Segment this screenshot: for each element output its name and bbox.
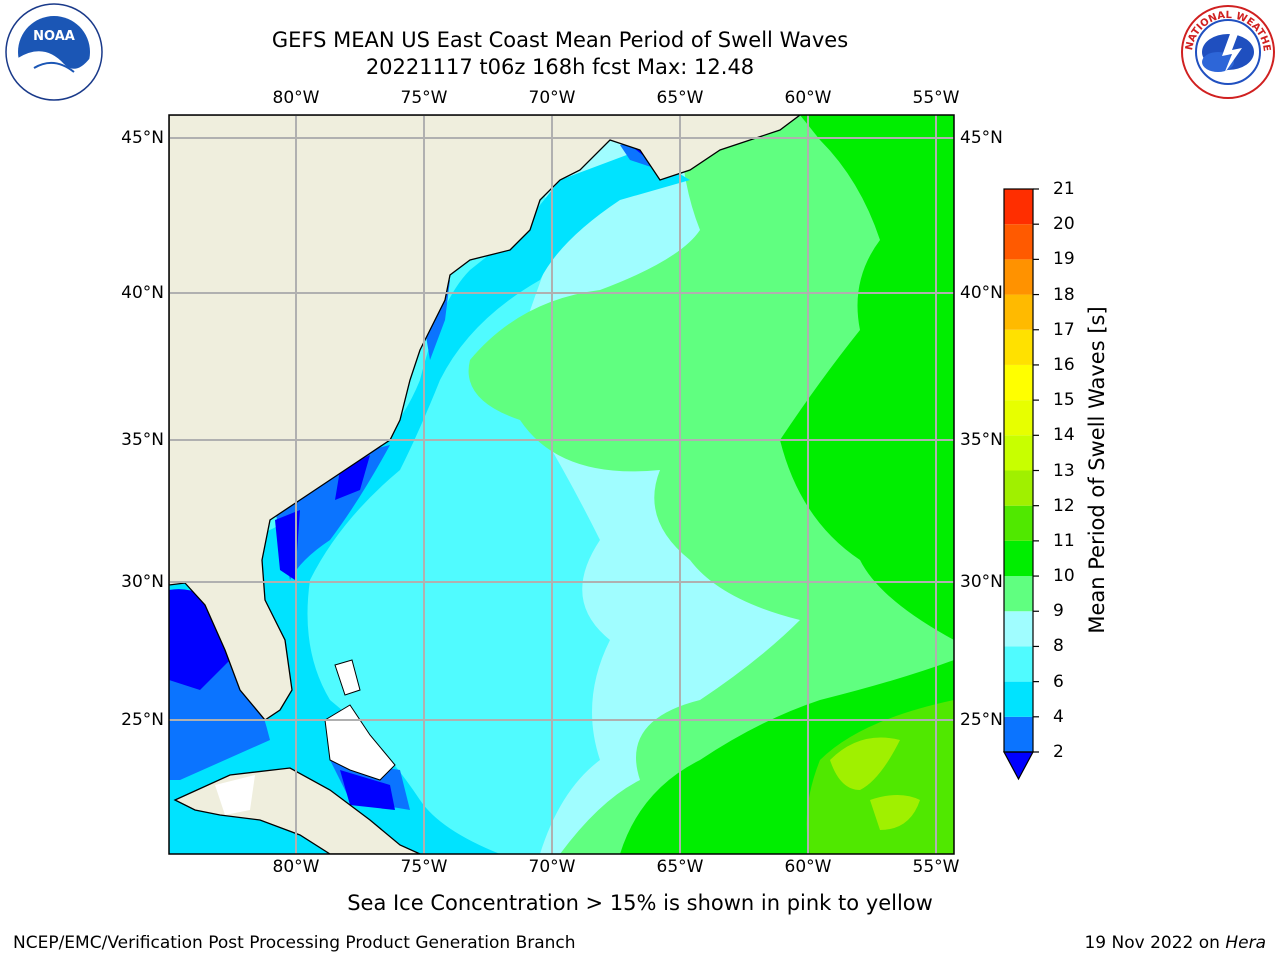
colorbar-swatch bbox=[1004, 470, 1033, 506]
colorbar-level-label: 4 bbox=[1053, 706, 1064, 727]
colorbar-swatch bbox=[1004, 189, 1033, 225]
lat-label-left: 40°N bbox=[121, 283, 164, 303]
lat-label-left: 35°N bbox=[121, 430, 164, 450]
lon-label-bottom: 65°W bbox=[656, 857, 704, 877]
colorbar-extend-arrow bbox=[1002, 751, 1035, 781]
colorbar-level-label: 11 bbox=[1053, 530, 1075, 551]
colorbar bbox=[1002, 188, 1039, 781]
graticule bbox=[169, 115, 954, 854]
colorbar-level-label: 12 bbox=[1053, 495, 1075, 516]
colorbar-swatch bbox=[1004, 646, 1033, 682]
lat-label-right: 25°N bbox=[960, 710, 1003, 730]
footer-credit: NCEP/EMC/Verification Post Processing Pr… bbox=[13, 933, 576, 953]
contour-2-4 bbox=[169, 135, 670, 810]
colorbar-swatch bbox=[1004, 540, 1033, 577]
colorbar-level-label: 14 bbox=[1053, 425, 1075, 446]
map-frame bbox=[168, 114, 955, 855]
lon-label-bottom: 70°W bbox=[528, 857, 576, 877]
colorbar-level-label: 9 bbox=[1053, 601, 1064, 622]
lat-label-right: 35°N bbox=[960, 430, 1003, 450]
colorbar-swatch bbox=[1004, 400, 1033, 436]
colorbar-title: Mean Period of Swell Waves [s] bbox=[1085, 306, 1109, 634]
lat-label-left: 25°N bbox=[121, 710, 164, 730]
colorbar-level-label: 17 bbox=[1053, 319, 1075, 340]
colorbar-level-label: 10 bbox=[1053, 566, 1075, 587]
colorbar-swatch bbox=[1004, 505, 1033, 541]
lat-label-right: 40°N bbox=[960, 283, 1003, 303]
noaa-logo-text: NOAA bbox=[33, 29, 75, 44]
lon-label-top: 80°W bbox=[272, 88, 320, 108]
contour-12-13 bbox=[830, 737, 920, 830]
lat-label-left: 45°N bbox=[121, 128, 164, 148]
lon-label-top: 75°W bbox=[400, 88, 448, 108]
lon-label-top: 55°W bbox=[912, 88, 960, 108]
noaa-logo: NOAA bbox=[5, 3, 103, 101]
colorbar-swatch bbox=[1004, 224, 1033, 260]
contour-9-10 bbox=[468, 115, 954, 854]
colorbar-swatch bbox=[1004, 716, 1033, 752]
lon-label-top: 60°W bbox=[784, 88, 832, 108]
contour-10-11 bbox=[620, 115, 954, 854]
sea-ice-note: Sea Ice Concentration > 15% is shown in … bbox=[347, 891, 933, 915]
colorbar-level-label: 19 bbox=[1053, 249, 1075, 270]
colorbar-swatch bbox=[1004, 611, 1033, 647]
lon-label-bottom: 60°W bbox=[784, 857, 832, 877]
footer-date: 19 Nov 2022 on Hera bbox=[1084, 933, 1266, 953]
colorbar-swatch bbox=[1004, 329, 1033, 365]
lat-label-right: 45°N bbox=[960, 128, 1003, 148]
colorbar-swatch bbox=[1004, 435, 1033, 471]
colorbar-level-label: 15 bbox=[1053, 390, 1075, 411]
map-subtitle: 20221117 t06z 168h fcst Max: 12.48 bbox=[365, 55, 755, 79]
footer-date-text: 19 Nov 2022 on bbox=[1084, 933, 1226, 953]
lat-label-left: 30°N bbox=[121, 572, 164, 592]
colorbar-swatch bbox=[1004, 576, 1033, 612]
lon-label-top: 65°W bbox=[656, 88, 704, 108]
nws-logo: NATIONAL WEATHER SERVICE bbox=[1178, 4, 1275, 99]
colorbar-level-label: 13 bbox=[1053, 460, 1075, 481]
lon-label-bottom: 80°W bbox=[272, 857, 320, 877]
contour-11-12 bbox=[806, 700, 954, 854]
lon-label-top: 70°W bbox=[528, 88, 576, 108]
colorbar-swatch bbox=[1004, 364, 1033, 401]
footer-host: Hera bbox=[1225, 933, 1266, 953]
lon-label-bottom: 55°W bbox=[912, 857, 960, 877]
colorbar-swatch bbox=[1004, 681, 1033, 717]
colorbar-swatch bbox=[1004, 259, 1033, 295]
colorbar-level-label: 16 bbox=[1053, 354, 1075, 375]
contour-4-6 bbox=[169, 150, 690, 854]
colorbar-level-label: 2 bbox=[1053, 742, 1064, 762]
colorbar-level-label: 20 bbox=[1053, 214, 1075, 235]
colorbar-level-label: 6 bbox=[1053, 671, 1064, 692]
colorbar-level-label: 21 bbox=[1053, 179, 1075, 199]
map-title: GEFS MEAN US East Coast Mean Period of S… bbox=[271, 28, 849, 52]
lat-label-right: 30°N bbox=[960, 572, 1003, 592]
colorbar-swatch bbox=[1004, 294, 1033, 330]
florida-shelf bbox=[215, 775, 255, 815]
colorbar-level-label: 18 bbox=[1053, 284, 1075, 305]
lon-label-bottom: 75°W bbox=[400, 857, 448, 877]
colorbar-level-label: 8 bbox=[1053, 636, 1064, 657]
